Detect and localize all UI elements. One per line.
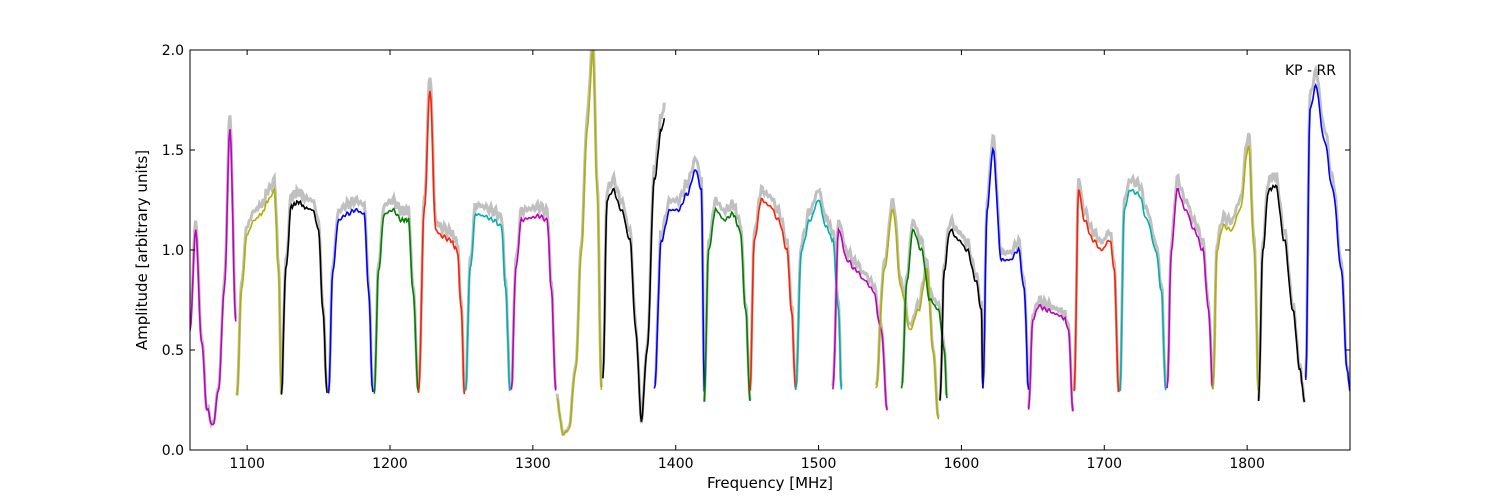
reference-band-8 bbox=[509, 198, 558, 389]
band-line-15 bbox=[832, 226, 888, 411]
band-line-8 bbox=[510, 213, 557, 391]
y-tick-label: 2.0 bbox=[162, 43, 184, 59]
band-line-21 bbox=[1073, 189, 1120, 392]
band-line-4 bbox=[327, 207, 374, 394]
band-line-17 bbox=[900, 228, 948, 399]
x-tick-label: 1400 bbox=[658, 456, 694, 472]
x-tick-label: 1300 bbox=[515, 456, 551, 472]
reference-band-26 bbox=[1304, 64, 1350, 391]
band-line-26 bbox=[1304, 83, 1350, 392]
band-line-14 bbox=[794, 199, 843, 390]
reference-band-12 bbox=[702, 196, 752, 403]
axes: 1100 1200 1300 1400 1500 1600 1700 1800 0.0 0.5 1.… bbox=[162, 43, 1350, 472]
band-line-19 bbox=[982, 146, 1030, 390]
band-line-16 bbox=[875, 207, 940, 420]
reference-band-13 bbox=[748, 183, 798, 391]
reference-band-5 bbox=[372, 191, 420, 392]
band-line-20 bbox=[1027, 304, 1074, 412]
reference-band-4 bbox=[327, 194, 375, 391]
band-line-22 bbox=[1119, 188, 1167, 392]
reference-band-3 bbox=[279, 183, 329, 394]
band-line-12 bbox=[703, 206, 751, 402]
reference-band-11 bbox=[653, 154, 706, 392]
band-line-6 bbox=[417, 90, 466, 395]
band-line-10 bbox=[602, 118, 666, 422]
band-line-13 bbox=[749, 197, 797, 391]
reference-band-22 bbox=[1118, 173, 1168, 391]
band-line-7 bbox=[464, 212, 511, 392]
band-line-11 bbox=[653, 169, 706, 392]
plot-frame bbox=[189, 49, 1351, 451]
x-tick-label: 1800 bbox=[1229, 456, 1265, 472]
y-tick-label: 0.5 bbox=[162, 343, 184, 359]
y-tick-label: 1.5 bbox=[162, 143, 184, 159]
x-axis-label: Frequency [MHz] bbox=[707, 474, 833, 492]
baseline-annotation: KP - RR bbox=[1285, 63, 1336, 79]
band-line-2 bbox=[236, 186, 283, 396]
band-line-23 bbox=[1166, 188, 1214, 390]
band-line-24 bbox=[1212, 145, 1260, 392]
reference-band-25 bbox=[1257, 172, 1306, 403]
y-tick-label: 0.0 bbox=[162, 443, 184, 459]
y-axis-label: Amplitude [arbitrary units] bbox=[133, 150, 151, 350]
reference-band-21 bbox=[1072, 178, 1121, 393]
x-tick-label: 1500 bbox=[801, 456, 837, 472]
band-line-25 bbox=[1257, 184, 1306, 403]
band-line-18 bbox=[939, 228, 984, 401]
band-line-1 bbox=[190, 129, 237, 426]
x-tick-label: 1200 bbox=[372, 456, 408, 472]
band-line-5 bbox=[373, 207, 420, 394]
x-tick-label: 1600 bbox=[944, 456, 980, 472]
y-tick-label: 1.0 bbox=[162, 243, 184, 259]
x-tick-label: 1700 bbox=[1086, 456, 1122, 472]
reference-band-24 bbox=[1211, 132, 1261, 391]
reference-band-18 bbox=[938, 212, 985, 400]
band-line-3 bbox=[280, 199, 328, 395]
band-line-9 bbox=[556, 50, 603, 436]
bands-layer bbox=[190, 50, 1350, 437]
reference-band-2 bbox=[235, 171, 283, 396]
x-tick-label: 1100 bbox=[229, 456, 265, 472]
reference-band-7 bbox=[464, 199, 512, 391]
